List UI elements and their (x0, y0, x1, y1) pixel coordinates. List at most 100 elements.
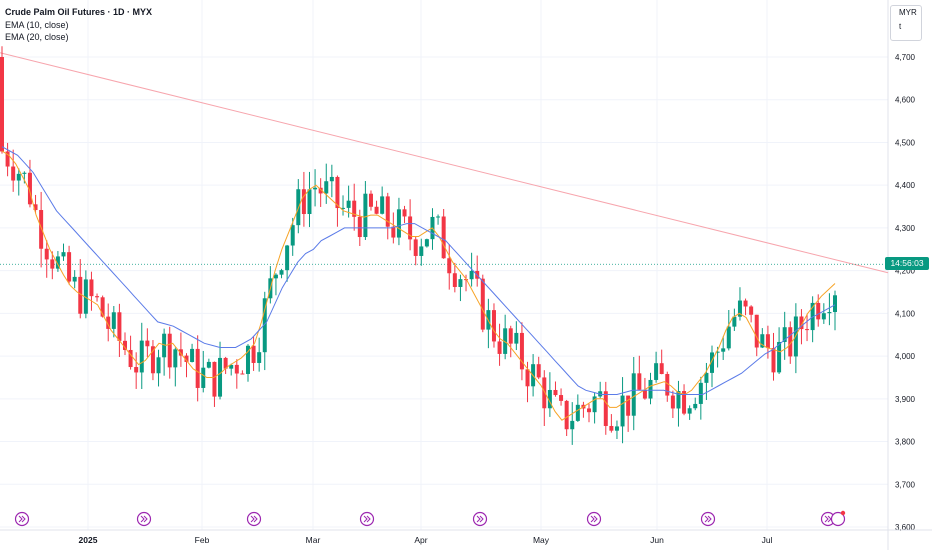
candle (441, 208, 446, 259)
candle (553, 381, 558, 397)
candle (329, 164, 334, 198)
candle (167, 326, 172, 379)
candle (95, 293, 100, 302)
candle (659, 349, 664, 375)
candle (642, 377, 647, 400)
candle (111, 306, 116, 338)
candle (128, 335, 133, 370)
candle (150, 340, 155, 381)
candle (223, 356, 228, 375)
candle (682, 384, 687, 416)
candle (341, 195, 346, 216)
candle (156, 349, 161, 387)
candle (536, 356, 541, 380)
candle (698, 376, 703, 420)
x-tick-label: Mar (306, 535, 321, 545)
event-marker-icon[interactable] (246, 511, 262, 527)
event-marker-icon[interactable] (472, 511, 488, 527)
candle (11, 149, 16, 192)
candle (626, 395, 631, 432)
candle (771, 332, 776, 381)
trendline[interactable] (0, 52, 889, 274)
candle (749, 305, 754, 323)
x-tick-label: Apr (414, 535, 427, 545)
y-tick-label: 3,600 (895, 523, 916, 532)
ema10-line (1, 150, 836, 421)
candle (178, 332, 183, 367)
candle (620, 377, 625, 444)
candle (251, 336, 256, 371)
candle (117, 303, 122, 357)
candle (145, 328, 150, 357)
candle (637, 355, 642, 391)
candle (821, 303, 826, 324)
candle (22, 171, 27, 184)
candle (710, 345, 715, 388)
candle (234, 359, 239, 389)
candle (324, 163, 329, 204)
candle (687, 405, 692, 420)
candles (0, 46, 837, 445)
event-marker-icon[interactable] (136, 511, 152, 527)
candle (754, 314, 759, 357)
y-tick-label: 3,800 (895, 438, 916, 447)
event-marker-icon[interactable] (700, 511, 716, 527)
candle (240, 370, 245, 375)
candle (737, 287, 742, 321)
candle (704, 362, 709, 400)
candle (257, 337, 262, 372)
candle (777, 327, 782, 374)
candle (195, 335, 200, 402)
candle (201, 350, 206, 393)
candle (307, 171, 312, 228)
candle (408, 199, 413, 251)
candle (212, 361, 217, 407)
event-marker-icon[interactable] (14, 511, 30, 527)
candle (122, 332, 127, 356)
candle (614, 420, 619, 440)
candle (262, 291, 267, 371)
candle (229, 363, 234, 376)
candle (503, 314, 508, 360)
dividend-marker-icon[interactable] (830, 510, 846, 527)
candle (693, 397, 698, 411)
y-tick-label: 4,000 (895, 352, 916, 361)
ema20-line (1, 146, 836, 395)
candle (514, 321, 519, 351)
candle (290, 217, 295, 256)
candle (363, 181, 368, 240)
candle (452, 262, 457, 293)
candle (648, 372, 653, 405)
candle (61, 243, 66, 261)
candle (603, 381, 608, 435)
candle (665, 371, 670, 402)
event-marker-icon[interactable] (586, 511, 602, 527)
x-tick-label: May (533, 535, 550, 545)
event-marker-icon[interactable] (820, 511, 836, 527)
candle (542, 370, 547, 427)
event-marker-icon[interactable] (359, 511, 375, 527)
candle (285, 244, 290, 282)
candle (402, 205, 407, 224)
candle (788, 321, 793, 364)
candle (670, 390, 675, 419)
candle (497, 323, 502, 366)
candle (424, 238, 429, 248)
candle (335, 175, 340, 227)
candle (301, 171, 306, 227)
candle (368, 190, 373, 211)
candle (380, 186, 385, 215)
current-price-label: 14:56:03 (885, 257, 929, 270)
candle (592, 392, 597, 424)
candle (72, 270, 77, 289)
candle (162, 328, 167, 376)
candle (134, 352, 139, 389)
currency-unit-selector[interactable]: MYR t (890, 5, 922, 41)
candle (39, 191, 44, 268)
candle (273, 273, 278, 296)
candle (16, 168, 21, 196)
candle (609, 414, 614, 433)
candle (458, 274, 463, 302)
y-tick-label: 4,500 (895, 138, 916, 147)
